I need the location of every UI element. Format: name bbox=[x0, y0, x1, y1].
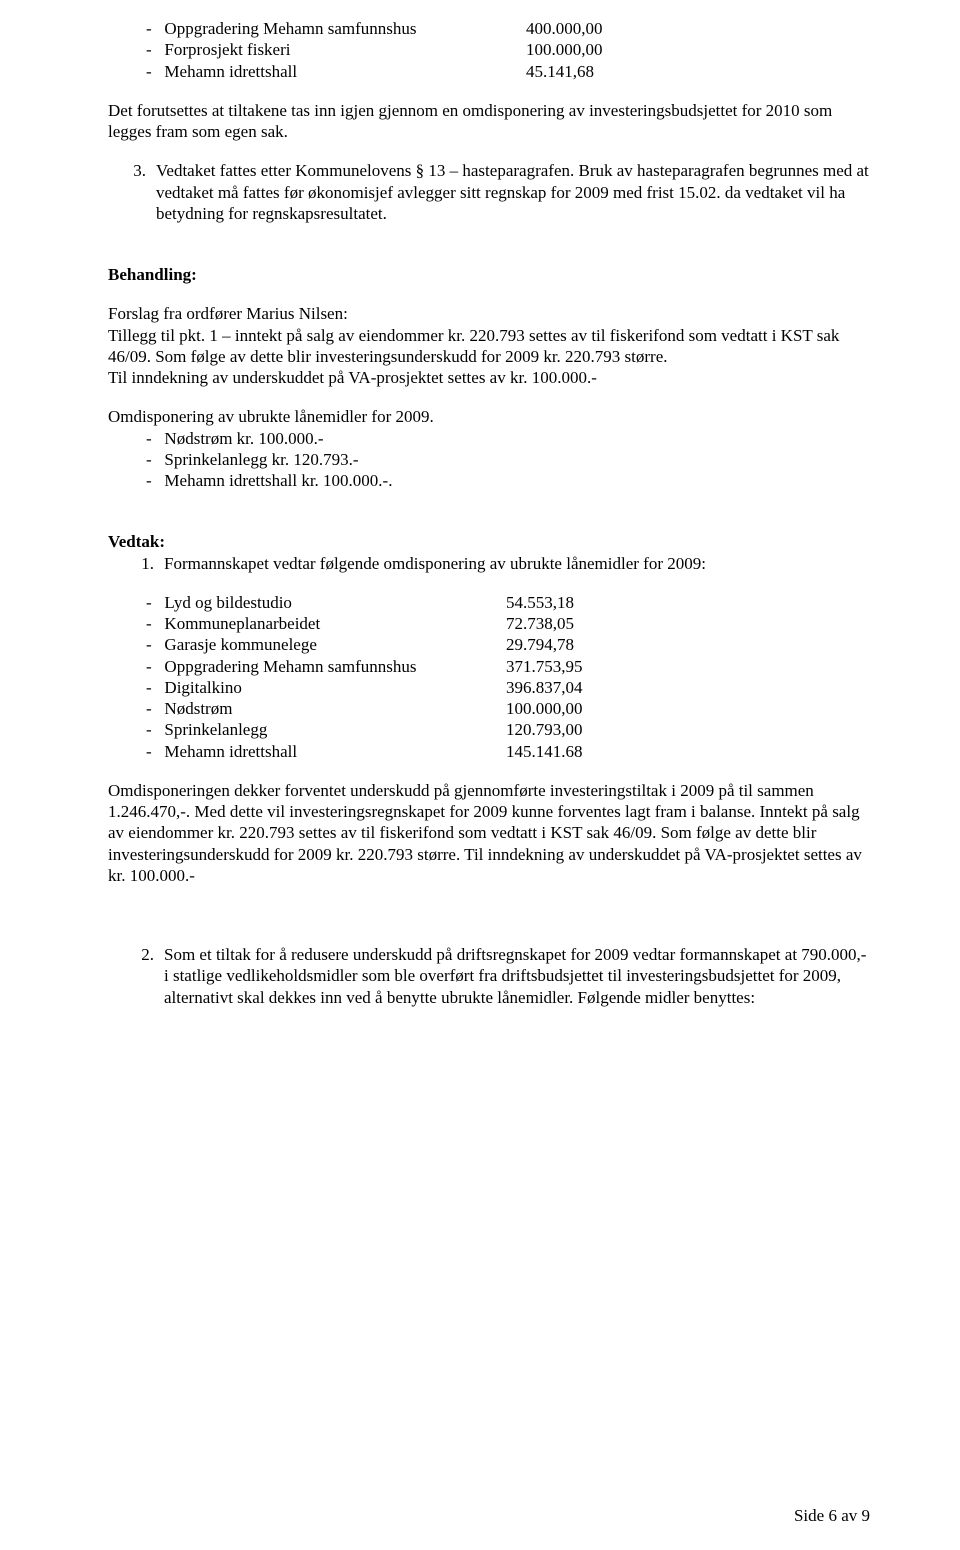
bullet: - bbox=[146, 19, 164, 38]
list-item: - Kommuneplanarbeidet 72.738,05 bbox=[108, 613, 870, 634]
omdisponering-list: - Nødstrøm kr. 100.000.- - Sprinkelanleg… bbox=[108, 428, 870, 492]
item-value: 371.753,95 bbox=[506, 656, 583, 677]
bullet: - bbox=[146, 450, 164, 469]
item-label: Digitalkino bbox=[164, 678, 241, 697]
paragraph-vedtaket: Vedtaket fattes etter Kommunelovens § 13… bbox=[156, 160, 870, 224]
bullet: - bbox=[146, 699, 164, 718]
vedtak-heading: Vedtak: bbox=[108, 531, 870, 552]
item-label: Forprosjekt fiskeri bbox=[164, 40, 290, 59]
item-value: 72.738,05 bbox=[506, 613, 574, 634]
vedtak-list: - Lyd og bildestudio 54.553,18 - Kommune… bbox=[108, 592, 870, 762]
bullet: - bbox=[146, 614, 164, 633]
list-item: - Mehamn idrettshall 45.141,68 bbox=[108, 61, 870, 82]
list-item: - Digitalkino 396.837,04 bbox=[108, 677, 870, 698]
numbered-paragraph-3: 3. Vedtaket fattes etter Kommunelovens §… bbox=[108, 160, 870, 224]
vedtak-line1: 1. Formannskapet vedtar følgende omdispo… bbox=[108, 553, 870, 574]
paragraph-inndekning: Til inndekning av underskuddet på VA-pro… bbox=[108, 367, 870, 388]
item-text: Mehamn idrettshall kr. 100.000.-. bbox=[164, 471, 392, 490]
item-label: Oppgradering Mehamn samfunnshus bbox=[164, 19, 416, 38]
bullet: - bbox=[146, 657, 164, 676]
list-item: - Nødstrøm kr. 100.000.- bbox=[108, 428, 870, 449]
item-value: 29.794,78 bbox=[506, 634, 574, 655]
item-value: 100.000,00 bbox=[506, 698, 583, 719]
numbered-paragraph-2: 2. Som et tiltak for å redusere undersku… bbox=[108, 944, 870, 1008]
item-label: Mehamn idrettshall bbox=[164, 742, 297, 761]
vedtak-text: Formannskapet vedtar følgende omdisponer… bbox=[164, 553, 706, 574]
list-item: - Lyd og bildestudio 54.553,18 bbox=[108, 592, 870, 613]
item-label: Mehamn idrettshall bbox=[164, 62, 297, 81]
list-item: - Forprosjekt fiskeri 100.000,00 bbox=[108, 39, 870, 60]
bullet: - bbox=[146, 593, 164, 612]
behandling-heading: Behandling: bbox=[108, 264, 870, 285]
bullet: - bbox=[146, 635, 164, 654]
top-list: - Oppgradering Mehamn samfunnshus 400.00… bbox=[108, 18, 870, 82]
list-item: - Mehamn idrettshall 145.141.68 bbox=[108, 741, 870, 762]
item-label: Oppgradering Mehamn samfunnshus bbox=[164, 657, 416, 676]
bullet: - bbox=[146, 720, 164, 739]
item-value: 145.141.68 bbox=[506, 741, 583, 762]
list-item: - Sprinkelanlegg kr. 120.793.- bbox=[108, 449, 870, 470]
paragraph-omdisponeringen: Omdisponeringen dekker forventet undersk… bbox=[108, 780, 870, 886]
item-value: 400.000,00 bbox=[526, 18, 603, 39]
item-label: Sprinkelanlegg bbox=[164, 720, 267, 739]
list-number: 3. bbox=[108, 160, 156, 224]
list-number: 2. bbox=[108, 944, 164, 1008]
item-label: Garasje kommunelege bbox=[164, 635, 316, 654]
list-item: - Garasje kommunelege 29.794,78 bbox=[108, 634, 870, 655]
item-value: 120.793,00 bbox=[506, 719, 583, 740]
list-item: - Oppgradering Mehamn samfunnshus 371.75… bbox=[108, 656, 870, 677]
paragraph-forutsettes: Det forutsettes at tiltakene tas inn igj… bbox=[108, 100, 870, 143]
bullet: - bbox=[146, 429, 164, 448]
bullet: - bbox=[146, 742, 164, 761]
paragraph-forslag: Forslag fra ordfører Marius Nilsen: bbox=[108, 303, 870, 324]
item-text: Nødstrøm kr. 100.000.- bbox=[164, 429, 323, 448]
bullet: - bbox=[146, 678, 164, 697]
item-label: Lyd og bildestudio bbox=[164, 593, 292, 612]
page-footer: Side 6 av 9 bbox=[794, 1506, 870, 1526]
paragraph-tillegg: Tillegg til pkt. 1 – inntekt på salg av … bbox=[108, 325, 870, 368]
item-value: 100.000,00 bbox=[526, 39, 603, 60]
list-item: - Nødstrøm 100.000,00 bbox=[108, 698, 870, 719]
document-page: - Oppgradering Mehamn samfunnshus 400.00… bbox=[0, 0, 960, 1550]
item-value: 396.837,04 bbox=[506, 677, 583, 698]
list-number: 1. bbox=[108, 553, 164, 574]
item-label: Nødstrøm bbox=[164, 699, 232, 718]
item-label: Kommuneplanarbeidet bbox=[164, 614, 320, 633]
paragraph-tiltak: Som et tiltak for å redusere underskudd … bbox=[164, 944, 870, 1008]
bullet: - bbox=[146, 471, 164, 490]
omdisponering-heading: Omdisponering av ubrukte lånemidler for … bbox=[108, 406, 870, 427]
list-item: - Sprinkelanlegg 120.793,00 bbox=[108, 719, 870, 740]
list-item: - Oppgradering Mehamn samfunnshus 400.00… bbox=[108, 18, 870, 39]
bullet: - bbox=[146, 40, 164, 59]
list-item: - Mehamn idrettshall kr. 100.000.-. bbox=[108, 470, 870, 491]
item-value: 45.141,68 bbox=[526, 61, 594, 82]
bullet: - bbox=[146, 62, 164, 81]
item-text: Sprinkelanlegg kr. 120.793.- bbox=[164, 450, 358, 469]
item-value: 54.553,18 bbox=[506, 592, 574, 613]
